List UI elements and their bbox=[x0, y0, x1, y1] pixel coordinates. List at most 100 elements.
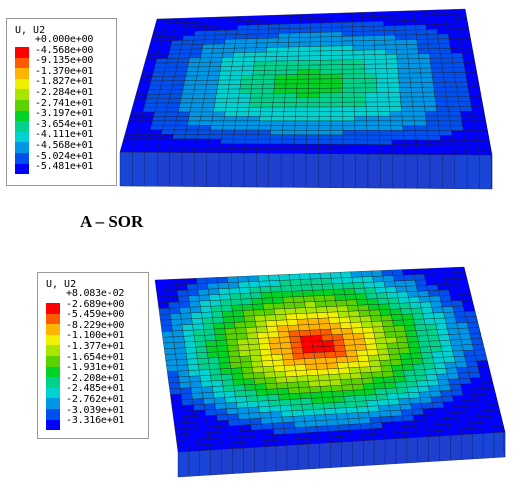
mesh-cell bbox=[468, 416, 481, 424]
mesh-cell bbox=[432, 82, 446, 88]
mesh-cell bbox=[426, 379, 440, 387]
mesh-cell bbox=[473, 349, 487, 356]
mesh-cell bbox=[391, 135, 405, 141]
mesh-cell bbox=[304, 301, 317, 308]
mesh-cell bbox=[184, 26, 197, 32]
mesh-cell bbox=[222, 120, 236, 126]
mesh-cell bbox=[448, 38, 461, 44]
mesh-cell bbox=[163, 342, 175, 349]
mesh-cell bbox=[170, 89, 184, 95]
mesh-cell bbox=[181, 399, 194, 406]
mesh-cell bbox=[263, 70, 276, 76]
mesh-cell bbox=[436, 111, 450, 117]
mesh-cell bbox=[305, 144, 319, 150]
mesh-cell bbox=[176, 284, 188, 291]
mesh-cell bbox=[319, 385, 333, 393]
mesh-cell bbox=[352, 383, 365, 391]
mesh-cell bbox=[342, 333, 355, 341]
mesh-cell bbox=[310, 22, 322, 29]
mesh-cell bbox=[354, 120, 368, 126]
mesh-cell bbox=[165, 284, 178, 292]
mesh-cell bbox=[241, 367, 254, 374]
mesh-cell bbox=[416, 380, 429, 387]
mesh-cell bbox=[234, 321, 246, 329]
mesh-cell bbox=[415, 425, 428, 432]
legend-swatch bbox=[15, 89, 29, 100]
mesh-cell bbox=[291, 409, 304, 417]
mesh-cell bbox=[373, 331, 386, 339]
mesh-cell bbox=[330, 328, 343, 335]
mesh-cell bbox=[334, 350, 347, 358]
mesh-cell bbox=[362, 21, 374, 27]
mesh-cell bbox=[295, 106, 308, 112]
mesh-cell bbox=[344, 344, 357, 352]
mesh-cell bbox=[319, 83, 332, 89]
mesh-cell bbox=[237, 102, 250, 108]
mesh-cell bbox=[409, 397, 422, 405]
mesh-cell bbox=[416, 430, 429, 438]
mesh-cell bbox=[188, 57, 201, 63]
mesh-cell bbox=[406, 335, 419, 343]
mesh-cell bbox=[338, 367, 351, 375]
mesh-cell bbox=[284, 102, 297, 108]
mesh-cell bbox=[367, 139, 381, 145]
mesh-cell bbox=[435, 278, 448, 286]
mesh-cell bbox=[464, 140, 479, 146]
mesh-cell bbox=[293, 148, 307, 154]
mesh-cell bbox=[389, 116, 403, 122]
mesh-cell bbox=[210, 125, 224, 131]
mesh-cell bbox=[239, 355, 252, 363]
mesh-cell bbox=[330, 130, 344, 136]
mesh-cell bbox=[201, 48, 214, 54]
mesh-cell bbox=[165, 18, 178, 24]
mesh-cell bbox=[224, 327, 237, 335]
mesh-cell bbox=[184, 341, 197, 348]
mesh-cell bbox=[218, 431, 231, 439]
mesh-cell bbox=[161, 129, 175, 135]
mesh-cell bbox=[195, 277, 208, 285]
mesh-cell bbox=[267, 28, 280, 34]
mesh-cell bbox=[281, 139, 295, 145]
mesh-cell bbox=[254, 51, 267, 58]
mesh-cell bbox=[198, 294, 211, 302]
mesh-cell bbox=[187, 120, 201, 126]
mesh-cell bbox=[375, 58, 387, 65]
mesh-cell bbox=[399, 353, 412, 360]
mesh-cell bbox=[473, 393, 487, 401]
mesh-cell bbox=[235, 396, 248, 403]
mesh-cell bbox=[289, 18, 301, 25]
plate-side-cell bbox=[275, 445, 288, 472]
legend-swatch bbox=[15, 99, 29, 111]
mesh-cell bbox=[356, 299, 369, 306]
mesh-cell bbox=[402, 319, 415, 326]
mesh-cell bbox=[328, 373, 341, 381]
mesh-cell bbox=[448, 111, 462, 117]
mesh-cell bbox=[343, 288, 356, 295]
mesh-cell bbox=[425, 24, 438, 30]
mesh-cell bbox=[164, 116, 178, 122]
mesh-cell bbox=[335, 299, 348, 307]
mesh-cell bbox=[383, 432, 397, 440]
mesh-cell bbox=[159, 313, 172, 321]
mesh-cell bbox=[471, 382, 484, 390]
mesh-cell bbox=[483, 387, 496, 395]
mesh-cell bbox=[310, 391, 323, 399]
mesh-cell bbox=[132, 147, 147, 153]
mesh-cell bbox=[169, 307, 181, 315]
mesh-cell bbox=[334, 407, 348, 415]
mesh-cell bbox=[334, 294, 347, 301]
mesh-cell bbox=[282, 296, 295, 304]
mesh-cell bbox=[312, 403, 325, 410]
mesh-cell bbox=[355, 349, 369, 357]
mesh-cell bbox=[369, 365, 383, 373]
mesh-cell bbox=[282, 120, 296, 126]
mesh-cell bbox=[338, 424, 351, 431]
mesh-cell bbox=[280, 410, 294, 418]
mesh-cell bbox=[457, 283, 470, 290]
mesh-cell bbox=[167, 102, 181, 108]
mesh-cell bbox=[331, 55, 343, 61]
mesh-cell bbox=[278, 393, 291, 401]
mesh-cell bbox=[342, 139, 356, 145]
mesh-cell bbox=[413, 111, 426, 117]
mesh-cell bbox=[385, 286, 398, 293]
